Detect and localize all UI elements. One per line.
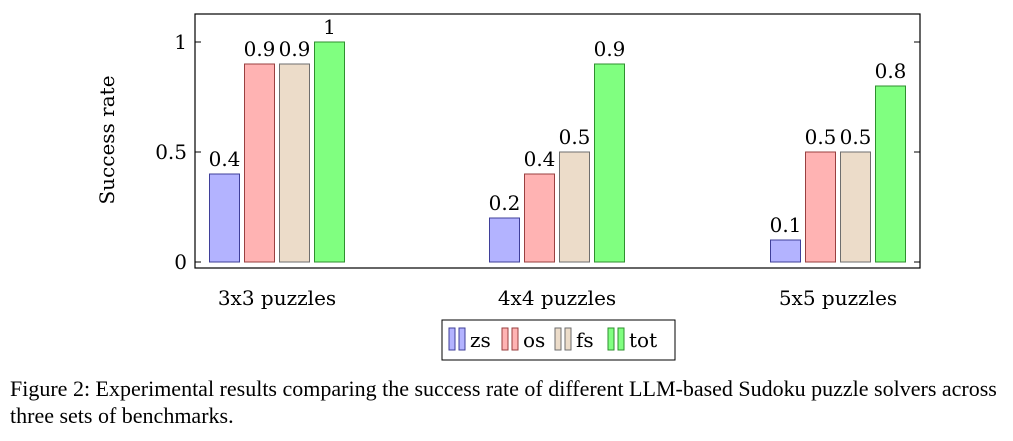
x-tick-label: 5x5 puzzles bbox=[779, 286, 897, 310]
bar-value-label: 0.9 bbox=[244, 37, 276, 61]
y-axis-ticks: 00.51 bbox=[155, 30, 920, 274]
bar-data-labels: 0.40.9 0.910.20.40.50.90.10.5 0.50.8 bbox=[209, 15, 907, 237]
bar-value-label: 0.9 bbox=[594, 37, 626, 61]
bar-fs-1 bbox=[559, 151, 590, 263]
y-tick-label: 0.5 bbox=[155, 140, 187, 164]
figure-caption: Figure 2: Experimental results comparing… bbox=[10, 376, 997, 428]
bar-value-label: 0.8 bbox=[875, 59, 907, 83]
bar-fs-0 bbox=[279, 63, 310, 263]
y-axis-label: Success rate bbox=[95, 75, 119, 204]
bar-value-label: 0.4 bbox=[524, 147, 556, 171]
bar-value-label: 0.9 bbox=[279, 37, 311, 61]
bar-zs-2 bbox=[770, 239, 801, 263]
bar-value-label: 0.5 bbox=[840, 125, 872, 149]
legend-box bbox=[441, 319, 676, 361]
bar-value-label: 0.1 bbox=[770, 213, 802, 237]
bar-value-label: 1 bbox=[323, 15, 336, 39]
legend-label-os: os bbox=[523, 328, 545, 352]
bar-value-label: 0.5 bbox=[805, 125, 837, 149]
legend-swatch-fs bbox=[564, 327, 572, 351]
x-tick-label: 4x4 puzzles bbox=[498, 286, 616, 310]
legend-swatch-os bbox=[511, 327, 519, 351]
y-tick-label: 1 bbox=[174, 30, 187, 54]
x-tick-label: 3x3 puzzles bbox=[218, 286, 336, 310]
legend: zs os fs tot bbox=[441, 319, 676, 361]
legend-swatch-zs bbox=[458, 327, 466, 351]
legend-swatch-tot bbox=[607, 327, 615, 351]
bar-os-1 bbox=[524, 173, 555, 263]
bar-zs-0 bbox=[209, 173, 240, 263]
y-tick-label: 0 bbox=[174, 250, 187, 274]
plot-frame bbox=[194, 13, 921, 269]
bar-value-label: 0.4 bbox=[209, 147, 241, 171]
x-tick-labels: 3x3 puzzles 4x4 puzzles 5x5 puzzles bbox=[218, 286, 897, 310]
bar-chart: 00.51 Success rate 0.40.9 0.910.20.40.50.… bbox=[95, 13, 921, 361]
bar-fs-2 bbox=[840, 151, 871, 263]
bar-tot-0 bbox=[314, 41, 345, 263]
legend-label-zs: zs bbox=[470, 328, 491, 352]
bar-tot-2 bbox=[875, 85, 906, 263]
bars bbox=[209, 41, 906, 263]
legend-swatch-os bbox=[501, 327, 509, 351]
legend-swatch-zs bbox=[448, 327, 456, 351]
bar-value-label: 0.5 bbox=[559, 125, 591, 149]
legend-label-tot: tot bbox=[629, 328, 657, 352]
bar-value-label: 0.2 bbox=[489, 191, 521, 215]
legend-label-fs: fs bbox=[576, 328, 594, 352]
bar-zs-1 bbox=[489, 217, 520, 263]
legend-swatch-tot bbox=[617, 327, 625, 351]
legend-swatch-fs bbox=[554, 327, 562, 351]
bar-tot-1 bbox=[594, 63, 625, 263]
bar-os-2 bbox=[805, 151, 836, 263]
bar-os-0 bbox=[244, 63, 275, 263]
